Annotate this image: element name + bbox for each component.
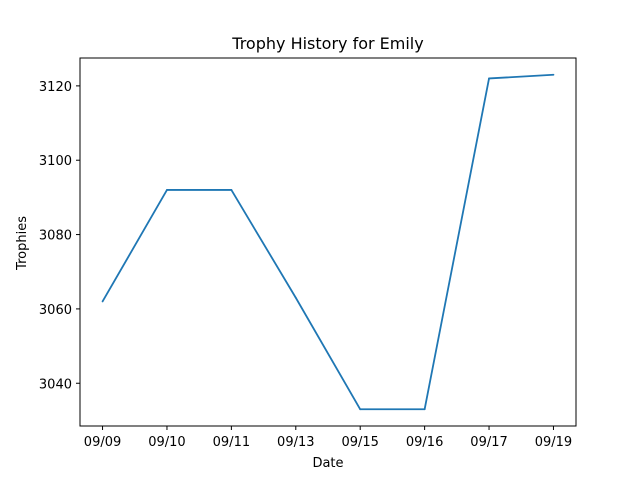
data-point	[230, 189, 233, 191]
x-tick-label: 09/13	[277, 435, 314, 450]
x-tick-label: 09/17	[470, 435, 507, 450]
x-tick-label: 09/15	[341, 435, 378, 450]
x-tick-label: 09/09	[84, 435, 121, 450]
y-tick-label: 3100	[39, 154, 72, 169]
x-tick-label: 09/11	[213, 435, 250, 450]
data-point	[552, 73, 555, 76]
data-point	[359, 408, 362, 411]
x-axis-title: Date	[312, 456, 343, 471]
data-point	[423, 408, 426, 411]
chart-title: Trophy History for Emily	[231, 34, 423, 53]
axes-frame	[79, 57, 577, 427]
y-axis-title: Trophies	[15, 216, 30, 271]
x-tick-label: 09/19	[535, 435, 572, 450]
series-line	[101, 73, 554, 411]
y-tick-label: 3040	[39, 377, 72, 392]
y-tick-label: 3120	[39, 80, 72, 95]
data-point	[101, 300, 104, 303]
data-point	[294, 296, 297, 299]
plot-area: 3040 3060 3080 3100 3120 09/09 09/10 09/11 09/13…	[39, 57, 577, 450]
y-tick-label: 3080	[39, 229, 72, 244]
x-tick-label: 09/16	[406, 435, 443, 450]
x-tick-label: 09/10	[148, 435, 185, 450]
data-point	[166, 189, 168, 191]
y-tick-label: 3060	[39, 303, 72, 318]
data-point	[488, 77, 490, 80]
